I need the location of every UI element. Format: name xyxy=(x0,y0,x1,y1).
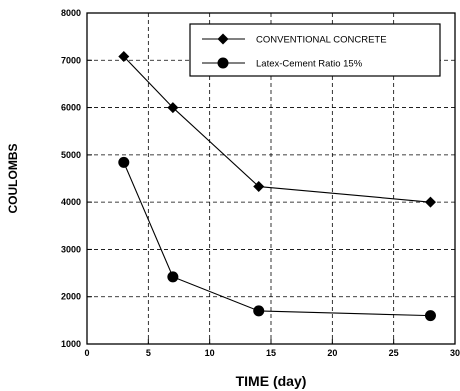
diamond-data-point xyxy=(253,181,265,193)
x-tick-label: 10 xyxy=(205,348,215,358)
series-layer xyxy=(118,51,436,322)
series-1 xyxy=(118,51,436,208)
circle-data-point xyxy=(118,156,130,168)
x-tick-label: 0 xyxy=(84,348,89,358)
circle-data-point xyxy=(167,271,179,283)
legend-entry-2: Latex-Cement Ratio 15% xyxy=(202,57,363,70)
diamond-data-point xyxy=(118,51,130,63)
y-tick-label: 8000 xyxy=(61,8,81,18)
legend-box xyxy=(189,23,441,77)
y-tick-label: 7000 xyxy=(61,55,81,65)
legend-diamond-marker xyxy=(217,33,229,45)
diamond-data-point xyxy=(167,102,179,114)
y-axis-label: COULOMBS xyxy=(6,144,20,214)
circle-data-point xyxy=(253,305,265,317)
legend-label: CONVENTIONAL CONCRETE xyxy=(256,35,387,46)
x-tick-label: 20 xyxy=(327,348,337,358)
legend: CONVENTIONAL CONCRETE Latex-Cement Ratio … xyxy=(189,23,441,77)
legend-label: Latex-Cement Ratio 15% xyxy=(256,59,363,70)
legend-circle-marker xyxy=(217,57,229,69)
circle-data-point xyxy=(424,310,436,322)
x-tick-label: 5 xyxy=(146,348,151,358)
y-tick-label: 1000 xyxy=(61,339,81,349)
legend-entry-1: CONVENTIONAL CONCRETE xyxy=(202,33,387,46)
y-tick-label: 2000 xyxy=(61,292,81,302)
series-line xyxy=(123,56,431,203)
axis-ticks: 0 5 10 15 20 25 30 1000 2000 3000 4000 5000 6000 7000… xyxy=(61,8,460,358)
series-2 xyxy=(118,156,436,322)
y-tick-label: 4000 xyxy=(61,197,81,207)
series-line xyxy=(123,162,431,317)
y-tick-label: 3000 xyxy=(61,244,81,254)
x-tick-label: 30 xyxy=(450,348,460,358)
y-tick-label: 5000 xyxy=(61,150,81,160)
x-axis-label: TIME (day) xyxy=(236,373,307,389)
x-tick-label: 15 xyxy=(266,348,276,358)
diamond-data-point xyxy=(424,196,436,208)
y-tick-label: 6000 xyxy=(61,103,81,113)
x-tick-label: 25 xyxy=(389,348,399,358)
